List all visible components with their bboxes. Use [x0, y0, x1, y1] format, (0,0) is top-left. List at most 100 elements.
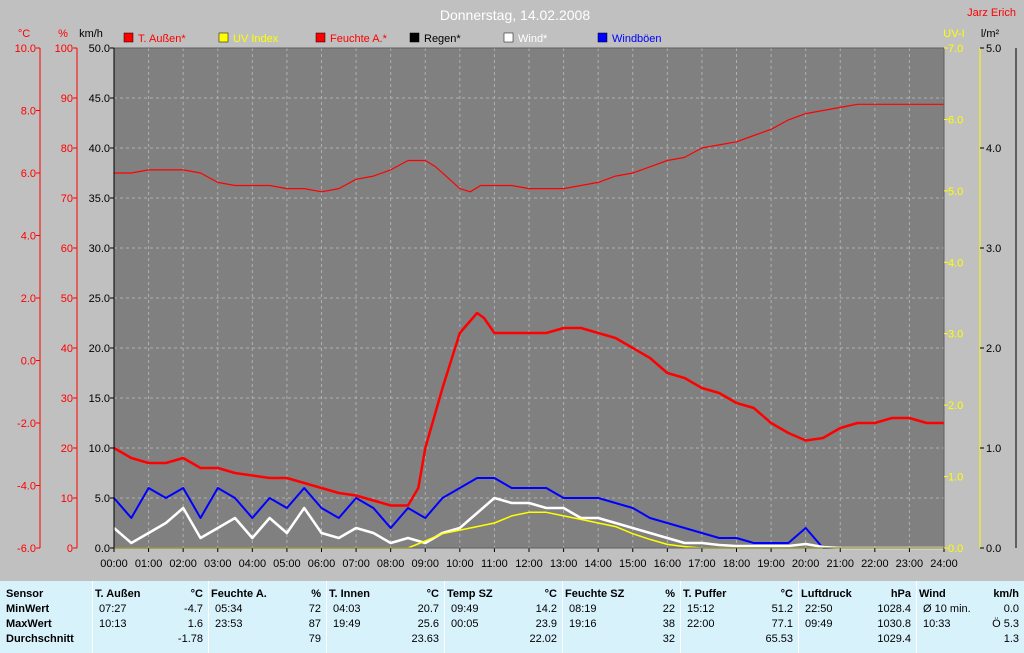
uv-axis-tick-label: 2.0 [948, 400, 963, 412]
stats-cell-row: Luftdruck hPa [801, 587, 911, 602]
stats-value: 79 [308, 633, 321, 645]
stats-column: T. Außen °C 07:27 -4.7 10:13 1.6 -1.78 [95, 581, 203, 653]
stats-column: T. Innen °C 04:03 20.7 19:49 25.6 23.63 [329, 581, 439, 653]
uv-unit-label: UV-I [943, 28, 964, 40]
legend-swatch [123, 32, 134, 43]
stats-cell-row: 23:53 87 [211, 617, 321, 632]
stats-cell-row: 15:12 51.2 [683, 602, 793, 617]
stats-cell-row: 65.53 [683, 632, 793, 647]
stats-cell-row: 09:49 1030.8 [801, 617, 911, 632]
stats-column: Feuchte A.% 05:34 72 23:53 87 79 [211, 581, 321, 653]
series-line-uvindex [114, 511, 944, 549]
stats-time: 04:03 [333, 603, 361, 615]
x-tick-label: 17:00 [688, 558, 716, 570]
stats-cell-row: 07:27 -4.7 [95, 602, 203, 617]
stats-value: 38 [662, 618, 675, 630]
stats-cell-row: 1.3 [919, 632, 1019, 647]
wind-axis-tick-label: 40.0 [89, 143, 110, 155]
stats-cell-row: Feuchte SZ% [565, 587, 675, 602]
stats-cell-row: Ø 10 min. 0.0 [919, 602, 1019, 617]
stats-value: 1.6 [187, 618, 203, 630]
stats-cell-row: 1029.4 [801, 632, 911, 647]
stats-time: 15:12 [687, 603, 715, 615]
wind-axis-tick-label: 10.0 [89, 443, 110, 455]
stats-separator [798, 581, 799, 653]
stats-cell-row: 09:49 14.2 [447, 602, 557, 617]
stats-time: 08:19 [569, 603, 597, 615]
x-tick-label: 14:00 [584, 558, 612, 570]
stats-cell-row: 22:00 77.1 [683, 617, 793, 632]
stats-cell-row: 79 [211, 632, 321, 647]
axes-group: 00:00 01:00 02:00 03:00 04:00 05:00 06:00 07:00… [15, 28, 1017, 570]
x-tick-label: 10:00 [446, 558, 474, 570]
temp-axis-tick-label: -6.0 [17, 543, 36, 555]
stats-time: 10:13 [99, 618, 127, 630]
humidity-axis-tick-label: 30 [61, 393, 73, 405]
humidity-axis-tick-label: 100 [55, 43, 73, 55]
stats-header-name: T. Innen [329, 588, 370, 600]
stats-separator [562, 581, 563, 653]
legend-label: UV Index [233, 33, 279, 45]
temp-axis-tick-label: 6.0 [21, 168, 36, 180]
uv-axis-tick-label: 7.0 [948, 43, 963, 55]
stats-separator [916, 581, 917, 653]
wind-axis-tick-label: 25.0 [89, 293, 110, 305]
humidity-axis-tick-label: 20 [61, 443, 73, 455]
x-tick-label: 08:00 [377, 558, 405, 570]
stats-time: Ø 10 min. [923, 603, 971, 615]
label-min: MinWert [6, 603, 50, 615]
stats-cell-row: -1.78 [95, 632, 203, 647]
legend-swatch [315, 32, 326, 43]
x-tick-label: 18:00 [723, 558, 751, 570]
stats-value: 14.2 [535, 603, 557, 615]
rain-axis-tick-label: 5.0 [986, 43, 1001, 55]
stats-value: Ö 5.3 [992, 618, 1019, 630]
legend-item: Feuchte A.* [315, 32, 388, 45]
author-label: Jarz Erich [967, 7, 1016, 19]
x-tick-label: 02:00 [169, 558, 197, 570]
stats-header-unit: °C [190, 588, 203, 600]
stats-cell-row: T. Außen °C [95, 587, 203, 602]
wind-axis-tick-label: 30.0 [89, 243, 110, 255]
humidity-unit-label: % [58, 28, 68, 40]
stats-column: Wind km/h Ø 10 min. 0.0 10:33 Ö 5.3 1.3 [919, 581, 1019, 653]
label-max: MaxWert [6, 618, 52, 630]
stats-cell-row: 08:19 22 [565, 602, 675, 617]
wind-axis-tick-label: 20.0 [89, 343, 110, 355]
stats-cell-row: 19:16 38 [565, 617, 675, 632]
wind-axis-tick-label: 5.0 [95, 493, 110, 505]
stats-value: 1028.4 [877, 603, 911, 615]
x-tick-label: 07:00 [342, 558, 370, 570]
x-tick-label: 12:00 [515, 558, 543, 570]
humidity-axis-tick-label: 80 [61, 143, 73, 155]
uv-axis-tick-label: 5.0 [948, 186, 963, 198]
uv-axis-tick-label: 6.0 [948, 114, 963, 126]
rain-unit-label: l/m² [981, 28, 1000, 40]
uv-axis-tick-label: 1.0 [948, 472, 963, 484]
stats-header-unit: % [665, 588, 675, 600]
humidity-axis-tick-label: 70 [61, 193, 73, 205]
stats-cell-row: T. Innen °C [329, 587, 439, 602]
stats-cell-row: 32 [565, 632, 675, 647]
rain-axis-tick-label: 3.0 [986, 243, 1001, 255]
legend-item: Windböen [597, 32, 662, 45]
stats-column: T. Puffer °C 15:12 51.2 22:00 77.1 65.53 [683, 581, 793, 653]
stats-separator [208, 581, 209, 653]
wind-axis-tick-label: 45.0 [89, 93, 110, 105]
stats-header-unit: hPa [890, 588, 911, 600]
stats-header-name: Feuchte SZ [565, 588, 625, 600]
series-line-wind [113, 496, 944, 550]
stats-cell-row: 04:03 20.7 [329, 602, 439, 617]
temp-axis-tick-label: 4.0 [21, 231, 36, 243]
rain-axis-tick-label: 1.0 [986, 443, 1001, 455]
stats-cell-row: 10:33 Ö 5.3 [919, 617, 1019, 632]
x-tick-label: 13:00 [550, 558, 578, 570]
uv-axis-tick-label: 4.0 [948, 257, 963, 269]
x-tick-label: 19:00 [757, 558, 785, 570]
x-tick-label: 09:00 [411, 558, 439, 570]
stats-time: 09:49 [451, 603, 479, 615]
label-sensor: Sensor [6, 588, 44, 600]
stats-header-unit: °C [426, 588, 439, 600]
stats-header-name: Wind [919, 588, 946, 600]
wind-axis-tick-label: 0.0 [95, 543, 110, 555]
